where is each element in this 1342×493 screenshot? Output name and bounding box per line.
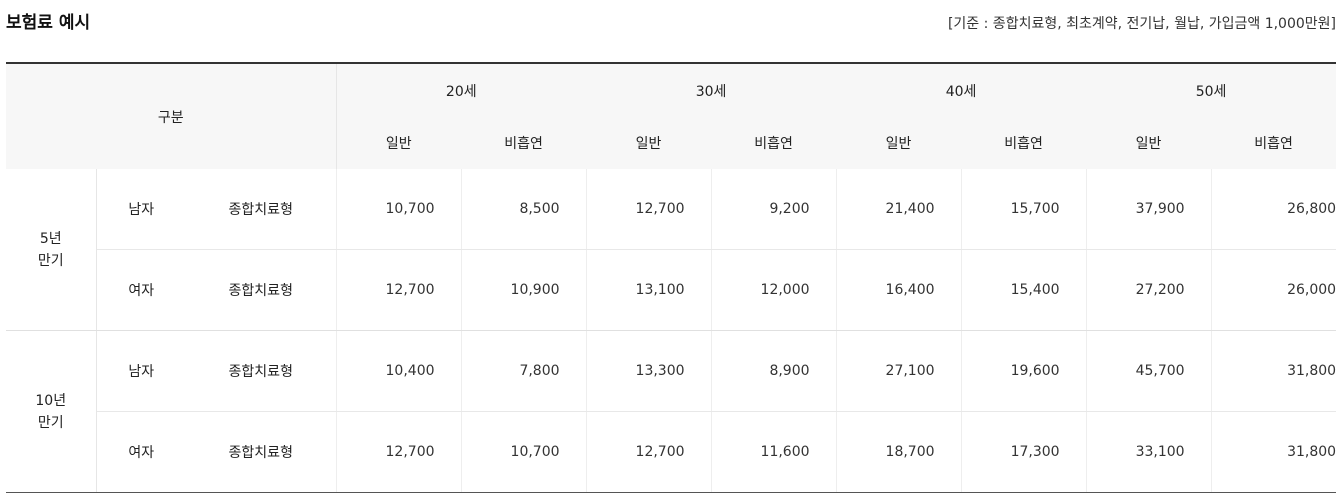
- premium-value: 19,600: [961, 330, 1087, 412]
- page-title: 보험료 예시: [6, 13, 91, 33]
- premium-value: 13,300: [586, 330, 712, 412]
- premium-value: 27,100: [836, 330, 962, 412]
- premium-value: 10,700: [336, 169, 462, 250]
- age-header: 30세: [586, 62, 837, 117]
- header-row-types: 일반 비흡연 일반 비흡연 일반 비흡연 일반 비흡연: [6, 117, 1337, 169]
- age-header: 40세: [836, 62, 1087, 117]
- sub-header-general: 일반: [336, 117, 462, 169]
- age-header: 20세: [336, 62, 587, 117]
- premium-value: 31,800: [1211, 330, 1337, 412]
- gender-cell: 남자: [96, 169, 186, 250]
- premium-table: 구분 20세 30세 40세 50세 일반 비흡연 일반 비흡연 일반 비흡연 …: [6, 62, 1337, 493]
- premium-value: 10,400: [336, 330, 462, 412]
- table-row: 여자 종합치료형 12,700 10,900 13,100 12,000 16,…: [6, 249, 1337, 331]
- type-cell: 종합치료형: [186, 169, 337, 250]
- sub-header-nonsmoker: 비흡연: [461, 117, 587, 169]
- premium-value: 8,500: [461, 169, 587, 250]
- premium-value: 27,200: [1086, 249, 1212, 331]
- table-row: 10년 만기 남자 종합치료형 10,400 7,800 13,300 8,90…: [6, 330, 1337, 493]
- table-row: 여자 종합치료형 12,700 10,700 12,700 11,600 18,…: [6, 411, 1337, 493]
- basis-note: [기준 : 종합치료형, 최초계약, 전기납, 월납, 가입금액 1,000만원…: [947, 16, 1336, 32]
- premium-value: 15,700: [961, 169, 1087, 250]
- premium-value: 17,300: [961, 411, 1087, 493]
- premium-value: 13,100: [586, 249, 712, 331]
- sub-header-general: 일반: [586, 117, 712, 169]
- premium-value: 12,700: [336, 249, 462, 331]
- premium-value: 33,100: [1086, 411, 1212, 493]
- type-cell: 종합치료형: [186, 411, 337, 493]
- premium-value: 12,700: [586, 169, 712, 250]
- premium-value: 31,800: [1211, 411, 1337, 493]
- premium-value: 37,900: [1086, 169, 1212, 250]
- gender-cell: 남자: [96, 330, 186, 412]
- term-cell: 10년 만기: [6, 330, 97, 493]
- premium-value: 45,700: [1086, 330, 1212, 412]
- term-label: 5년: [39, 230, 62, 247]
- type-cell: 종합치료형: [186, 330, 337, 412]
- header-row-ages: 구분 20세 30세 40세 50세: [6, 62, 1337, 169]
- type-cell: 종합치료형: [186, 249, 337, 331]
- premium-value: 11,600: [711, 411, 837, 493]
- term-cell: 5년 만기: [6, 169, 97, 331]
- premium-value: 18,700: [836, 411, 962, 493]
- term-label: 10년: [35, 392, 67, 409]
- premium-value: 7,800: [461, 330, 587, 412]
- premium-value: 16,400: [836, 249, 962, 331]
- premium-value: 26,000: [1211, 249, 1337, 331]
- term-label: 만기: [37, 414, 64, 431]
- premium-value: 26,800: [1211, 169, 1337, 250]
- premium-value: 21,400: [836, 169, 962, 250]
- table-row: 5년 만기 남자 종합치료형 10,700 8,500 12,700 9,200…: [6, 169, 1337, 331]
- age-header: 50세: [1086, 62, 1337, 117]
- premium-value: 12,000: [711, 249, 837, 331]
- sub-header-nonsmoker: 비흡연: [961, 117, 1087, 169]
- premium-value: 10,900: [461, 249, 587, 331]
- premium-value: 9,200: [711, 169, 837, 250]
- category-header: 구분: [6, 62, 337, 169]
- sub-header-general: 일반: [836, 117, 962, 169]
- term-label: 만기: [37, 252, 64, 269]
- sub-header-nonsmoker: 비흡연: [711, 117, 837, 169]
- gender-cell: 여자: [96, 249, 186, 331]
- premium-value: 12,700: [336, 411, 462, 493]
- premium-value: 8,900: [711, 330, 837, 412]
- sub-header-nonsmoker: 비흡연: [1211, 117, 1337, 169]
- premium-value: 10,700: [461, 411, 587, 493]
- premium-value: 12,700: [586, 411, 712, 493]
- premium-value: 15,400: [961, 249, 1087, 331]
- gender-cell: 여자: [96, 411, 186, 493]
- sub-header-general: 일반: [1086, 117, 1212, 169]
